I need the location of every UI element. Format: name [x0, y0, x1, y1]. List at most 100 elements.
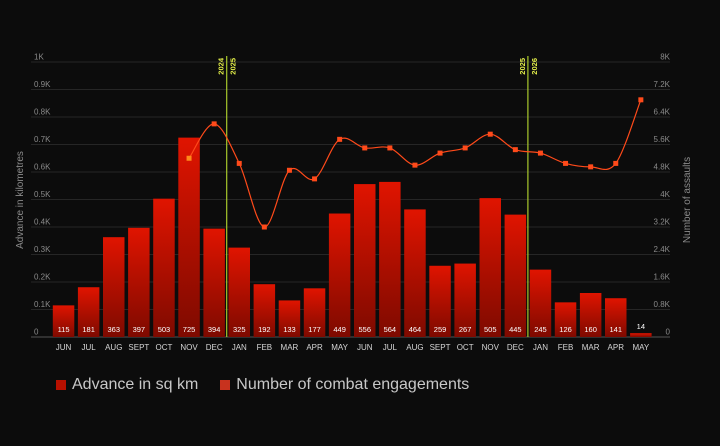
y-right-axis-title: Number of assaults	[682, 157, 693, 243]
year-markers-group: 2024 2025 2025 2026	[217, 56, 539, 337]
x-tick-label: JUL	[383, 343, 398, 352]
bar	[479, 198, 501, 337]
y-right-tick: 2.4K	[654, 245, 671, 254]
x-tick-label: JAN	[533, 343, 548, 352]
bar-value-label: 394	[208, 325, 221, 334]
y-left-tick: 0.4K	[34, 218, 51, 227]
line-point	[412, 162, 418, 168]
x-tick-label: JUN	[56, 343, 72, 352]
y-left-tick: 0.2K	[34, 273, 51, 282]
legend-item-line: Number of combat engagements	[220, 376, 469, 394]
line-point	[337, 136, 343, 142]
bar-value-label: 141	[609, 325, 622, 334]
bar-value-label: 397	[133, 325, 146, 334]
y-left-tick: 0.1K	[34, 300, 51, 309]
bar-value-label: 181	[82, 325, 95, 334]
bar-value-label: 245	[534, 325, 547, 334]
bar-labels-group: 115 181 363 397 503 725 394 325 192 133 177 449 556 5…	[58, 322, 645, 334]
y-left-tick: 0.8K	[34, 108, 51, 117]
line-series-group	[186, 97, 644, 230]
bar-value-label: 259	[434, 325, 447, 334]
bar-value-label: 325	[233, 325, 246, 334]
bar	[504, 214, 527, 337]
bar	[228, 247, 250, 337]
bar	[605, 298, 627, 337]
line-point	[236, 160, 242, 166]
x-tick-label: JUL	[82, 343, 97, 352]
bar-value-label: 449	[333, 325, 346, 334]
legend-item-bars: Advance in sq km	[56, 376, 198, 394]
y-right-tick: 7.2K	[654, 80, 671, 89]
y-right-tick: 3.2K	[654, 218, 671, 227]
bar	[554, 302, 577, 337]
bar	[77, 287, 100, 337]
y-left-tick: 0.3K	[34, 245, 51, 254]
legend-label-bars: Advance in sq km	[72, 376, 199, 393]
y-left-tick: 0.6K	[34, 163, 51, 172]
bar	[579, 293, 602, 337]
x-tick-label: AUG	[105, 343, 122, 352]
bar-value-label: 464	[409, 325, 422, 334]
y-left-axis-title: Advance in kilometres	[15, 151, 26, 249]
axes-group: 0 0 0.1K 0.8K 0.2K 1.6K 0.3K 2.4K 0.4K 3.2K 0.5K 4K…	[15, 53, 693, 353]
bar	[253, 284, 276, 337]
x-tick-label: FEB	[257, 343, 273, 352]
bar-value-label: 160	[584, 325, 597, 334]
bar	[52, 305, 75, 337]
x-tick-label: APR	[608, 343, 625, 352]
legend-label-line: Number of combat engagements	[236, 376, 470, 393]
bar-value-label: 505	[484, 325, 497, 334]
bar	[103, 237, 125, 337]
x-tick-label: NOV	[180, 343, 198, 352]
line-point	[512, 147, 518, 153]
grid-lines	[31, 61, 670, 338]
bar-value-label: 564	[384, 325, 397, 334]
legend-swatch-bars	[56, 380, 66, 390]
line-point	[387, 145, 393, 151]
x-tick-label: JAN	[232, 343, 247, 352]
y-left-tick: 0.9K	[34, 80, 51, 89]
bar	[529, 269, 552, 337]
line-point	[437, 150, 443, 156]
x-tick-label: FEB	[558, 343, 574, 352]
y-right-tick: 4K	[660, 190, 670, 199]
bar-value-label: 133	[283, 325, 296, 334]
y-right-tick: 1.6K	[654, 273, 671, 282]
bar-value-label: 725	[183, 325, 196, 334]
line-point	[261, 224, 267, 230]
y-right-tick: 8K	[660, 53, 670, 62]
line-point	[487, 131, 493, 137]
y-left-tick: 0.7K	[34, 135, 51, 144]
x-tick-label: DEC	[507, 343, 524, 352]
bar	[429, 265, 451, 337]
bar	[153, 198, 175, 337]
x-tick-label: OCT	[457, 343, 474, 352]
bar-value-label: 503	[158, 325, 171, 334]
line-point	[588, 164, 594, 170]
line-point	[362, 145, 368, 151]
x-tick-label: JUN	[357, 343, 373, 352]
y-left-tick: 0	[34, 328, 39, 337]
bar-value-label: 177	[308, 325, 321, 334]
x-tick-label: NOV	[482, 343, 500, 352]
x-tick-label: MAY	[331, 343, 348, 352]
bar-value-label: 556	[358, 325, 371, 334]
year-label-before: 2025	[518, 58, 527, 75]
x-tick-label: MAY	[632, 343, 649, 352]
x-tick-label: DEC	[206, 343, 223, 352]
y-right-tick: 5.6K	[654, 135, 671, 144]
line-point	[462, 145, 468, 151]
line-point	[186, 155, 192, 161]
legend-swatch-line	[220, 380, 231, 390]
bar	[328, 213, 351, 337]
x-tick-label: OCT	[156, 343, 173, 352]
line-point	[286, 167, 292, 173]
bar	[278, 300, 301, 337]
bar-value-label: 14	[637, 322, 645, 331]
y-right-tick: 0	[666, 328, 671, 337]
legend: Advance in sq km Number of combat engage…	[56, 376, 469, 394]
bar-value-label: 363	[107, 325, 120, 334]
x-tick-label: AUG	[406, 343, 423, 352]
bar	[404, 209, 426, 337]
